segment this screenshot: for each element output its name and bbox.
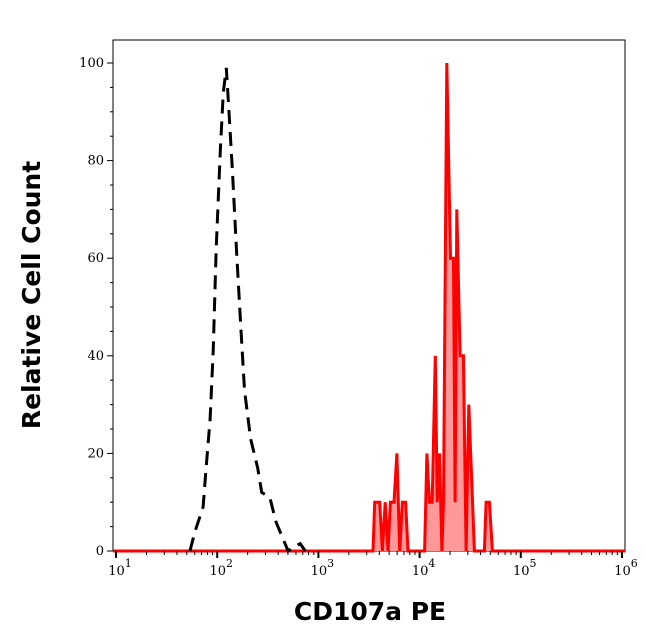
y-tick-label: 80 (87, 154, 104, 169)
x-tick-label: 104 (412, 557, 436, 579)
y-axis-title: Relative Cell Count (17, 161, 46, 429)
y-tick-label: 100 (79, 56, 104, 71)
x-tick-label: 106 (614, 557, 638, 579)
x-tick-label: 105 (513, 557, 537, 579)
x-tick-label: 101 (108, 557, 132, 579)
cd107a-histogram-line (113, 62, 625, 553)
y-tick-label: 60 (87, 251, 104, 266)
series-fill-1 (113, 63, 625, 551)
x-axis-title: CD107a PE (294, 597, 446, 626)
x-tick-label: 102 (209, 557, 233, 579)
y-tick-label: 0 (96, 544, 104, 559)
plot-frame (112, 39, 626, 552)
axis-layer: 0 20 40 60 80 100 101 102 103 104 105 106 (79, 56, 638, 579)
series-layer (113, 62, 625, 554)
y-tick-label: 20 (87, 446, 104, 461)
y-tick-label: 40 (87, 349, 104, 364)
x-tick-label: 103 (311, 557, 335, 579)
isotype-histogram-line (188, 67, 307, 554)
